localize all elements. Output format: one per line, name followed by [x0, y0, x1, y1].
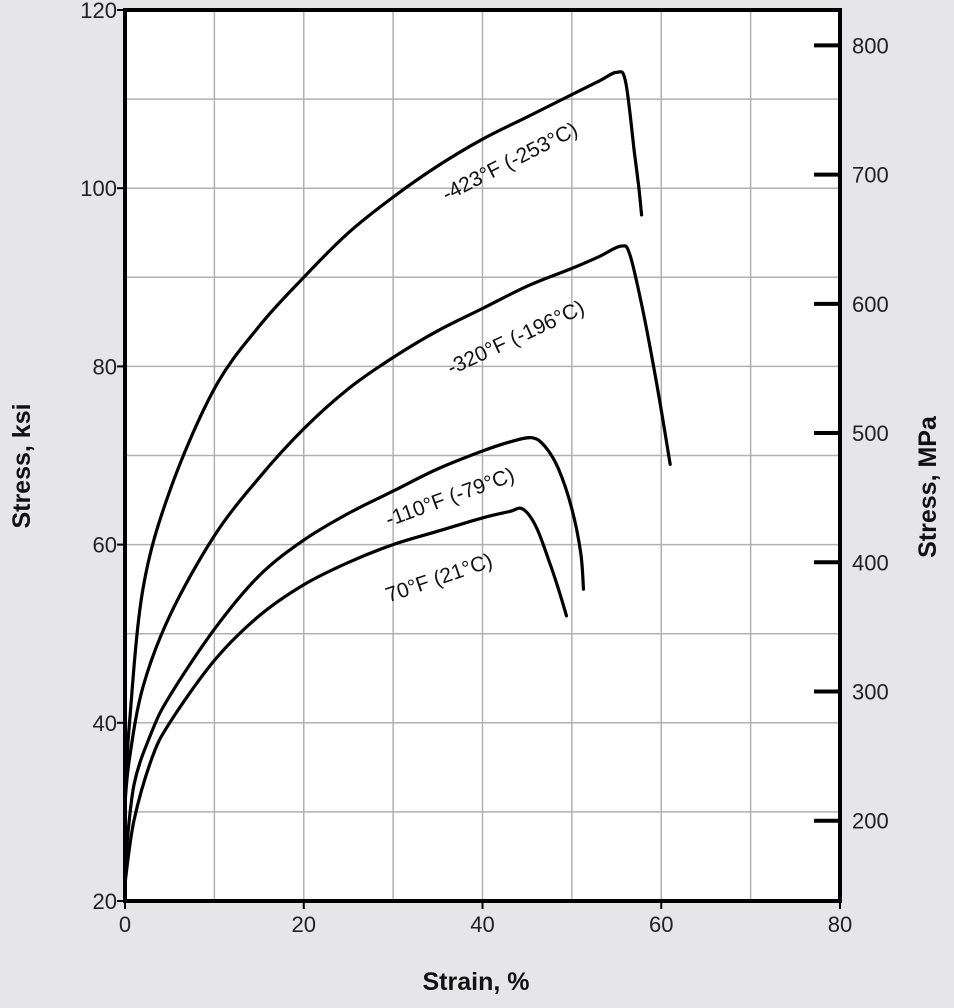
- y-tick-label: 100: [80, 176, 117, 201]
- x-axis-title: Strain, %: [423, 968, 530, 996]
- right-ticks: 200 300 400 500 600 700 800: [814, 33, 889, 834]
- x-tick-label: 80: [828, 912, 852, 937]
- y-tick-label: 40: [93, 711, 117, 736]
- y2-tick-label: 500: [852, 421, 889, 446]
- y-tick-label: 60: [93, 533, 117, 558]
- y2-tick-label: 800: [852, 33, 889, 58]
- y2-tick-label: 400: [852, 550, 889, 575]
- y2-axis-title: Stress, MPa: [914, 415, 942, 558]
- x-tick-label: 40: [470, 912, 494, 937]
- y2-tick-label: 600: [852, 292, 889, 317]
- y2-tick-label: 700: [852, 163, 889, 188]
- curve-line: [123, 244, 672, 805]
- y-tick-label: 80: [93, 354, 117, 379]
- bottom-ticks: 0 20 40 60 80: [119, 901, 852, 937]
- y-axis-title: Stress, ksi: [8, 403, 36, 528]
- y-tick-label: 120: [80, 0, 117, 23]
- curve-line: [123, 70, 644, 796]
- y2-tick-label: 200: [852, 809, 889, 834]
- x-tick-label: 20: [292, 912, 316, 937]
- curve-line: [123, 506, 569, 885]
- grid-lines: [125, 10, 840, 901]
- x-tick-label: 60: [649, 912, 673, 937]
- curve-line: [123, 435, 586, 867]
- y-tick-label: 20: [93, 889, 117, 914]
- curves: [123, 70, 672, 885]
- y2-tick-label: 300: [852, 680, 889, 705]
- left-ticks: 20 40 60 80 100 120: [80, 0, 125, 914]
- x-tick-label: 0: [119, 912, 131, 937]
